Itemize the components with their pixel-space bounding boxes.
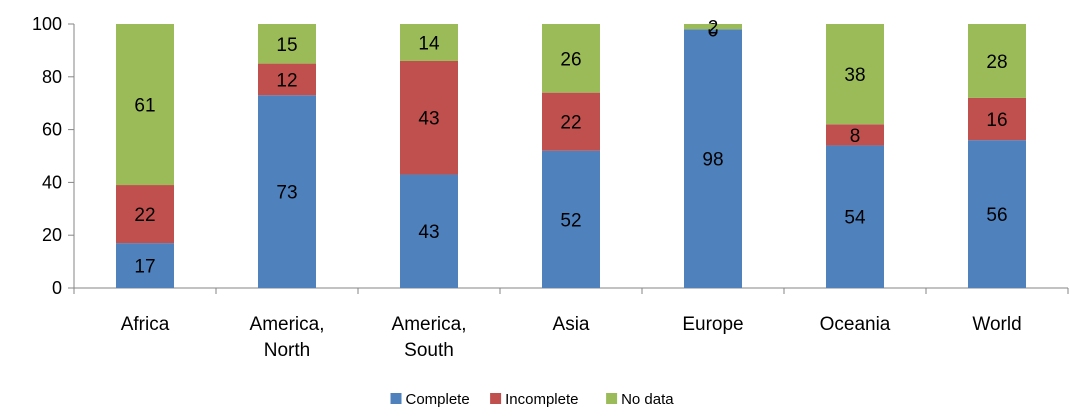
x-category-label: Asia (553, 314, 590, 335)
data-label: 2 (708, 18, 719, 39)
bar-segment-no-data (400, 24, 458, 61)
x-category-label-line: Asia (553, 314, 590, 335)
y-tick-label: 20 (42, 225, 62, 245)
bar-segment-complete (826, 145, 884, 288)
data-label: 52 (560, 210, 581, 231)
bar-segment-complete (542, 150, 600, 288)
bar-segment-incomplete (116, 185, 174, 244)
data-label: 61 (134, 96, 155, 117)
x-category-label-line: Oceania (820, 314, 891, 335)
x-category-label: Oceania (820, 314, 891, 335)
data-label: 56 (986, 205, 1007, 226)
legend-swatch-incomplete (490, 393, 502, 404)
bar-segment-no-data (968, 24, 1026, 98)
bar-segment-complete (116, 243, 174, 288)
legend-swatch-no-data (606, 393, 618, 404)
x-category-label: World (972, 314, 1021, 335)
data-label: 54 (844, 208, 866, 229)
bar-segment-complete (400, 174, 458, 288)
bar-segment-no-data (258, 24, 316, 64)
y-tick-label: 80 (42, 67, 62, 87)
legend-label: Complete (406, 391, 470, 408)
bar-segment-complete (684, 29, 742, 289)
y-tick-label: 0 (52, 278, 62, 298)
legend-label: No data (621, 391, 674, 408)
y-tick-label: 100 (32, 14, 62, 34)
bar-segment-incomplete (542, 92, 600, 151)
bar-segment-complete (258, 95, 316, 288)
x-category-label: Europe (682, 314, 743, 335)
data-label: 15 (276, 35, 297, 56)
bar-segment-incomplete (826, 124, 884, 146)
data-label: 12 (276, 70, 297, 91)
bar-segment-no-data (826, 24, 884, 125)
bar-segment-incomplete (400, 60, 458, 175)
x-category-label-line: Europe (682, 314, 743, 335)
x-category-label-line: America, (250, 314, 325, 335)
data-label: 16 (986, 110, 1007, 131)
data-label: 22 (560, 113, 581, 134)
data-label: 43 (418, 222, 439, 243)
legend-swatch-complete (390, 393, 402, 404)
data-label: 43 (418, 109, 439, 130)
x-category-label-line: World (972, 314, 1021, 335)
data-label: 26 (560, 49, 581, 70)
bar-segment-no-data (542, 24, 600, 93)
data-label: 73 (276, 183, 297, 204)
data-label: 28 (986, 52, 1007, 73)
data-label: 0 (708, 20, 719, 41)
data-label: 8 (850, 126, 861, 147)
bar-segment-no-data (116, 24, 174, 186)
x-category-label: Africa (121, 314, 170, 335)
legend-label: Incomplete (505, 391, 578, 408)
x-category-label: America, South (392, 314, 467, 361)
y-tick-label: 60 (42, 120, 62, 140)
x-category-label-line: Africa (121, 314, 170, 335)
x-category-label-line: America, (392, 314, 467, 335)
bar-segment-incomplete (258, 63, 316, 96)
x-category-label-line: North (264, 340, 310, 361)
bar-segment-complete (968, 140, 1026, 288)
data-label: 14 (418, 33, 440, 54)
data-label: 22 (134, 205, 155, 226)
y-tick-label: 40 (42, 172, 62, 192)
x-category-label: America, North (250, 314, 325, 361)
data-label: 98 (702, 150, 723, 171)
x-category-label-line: South (404, 340, 454, 361)
bar-segment-incomplete (968, 97, 1026, 141)
bar-segment-no-data (684, 24, 742, 30)
data-label: 17 (134, 257, 155, 278)
data-label: 38 (844, 65, 865, 86)
